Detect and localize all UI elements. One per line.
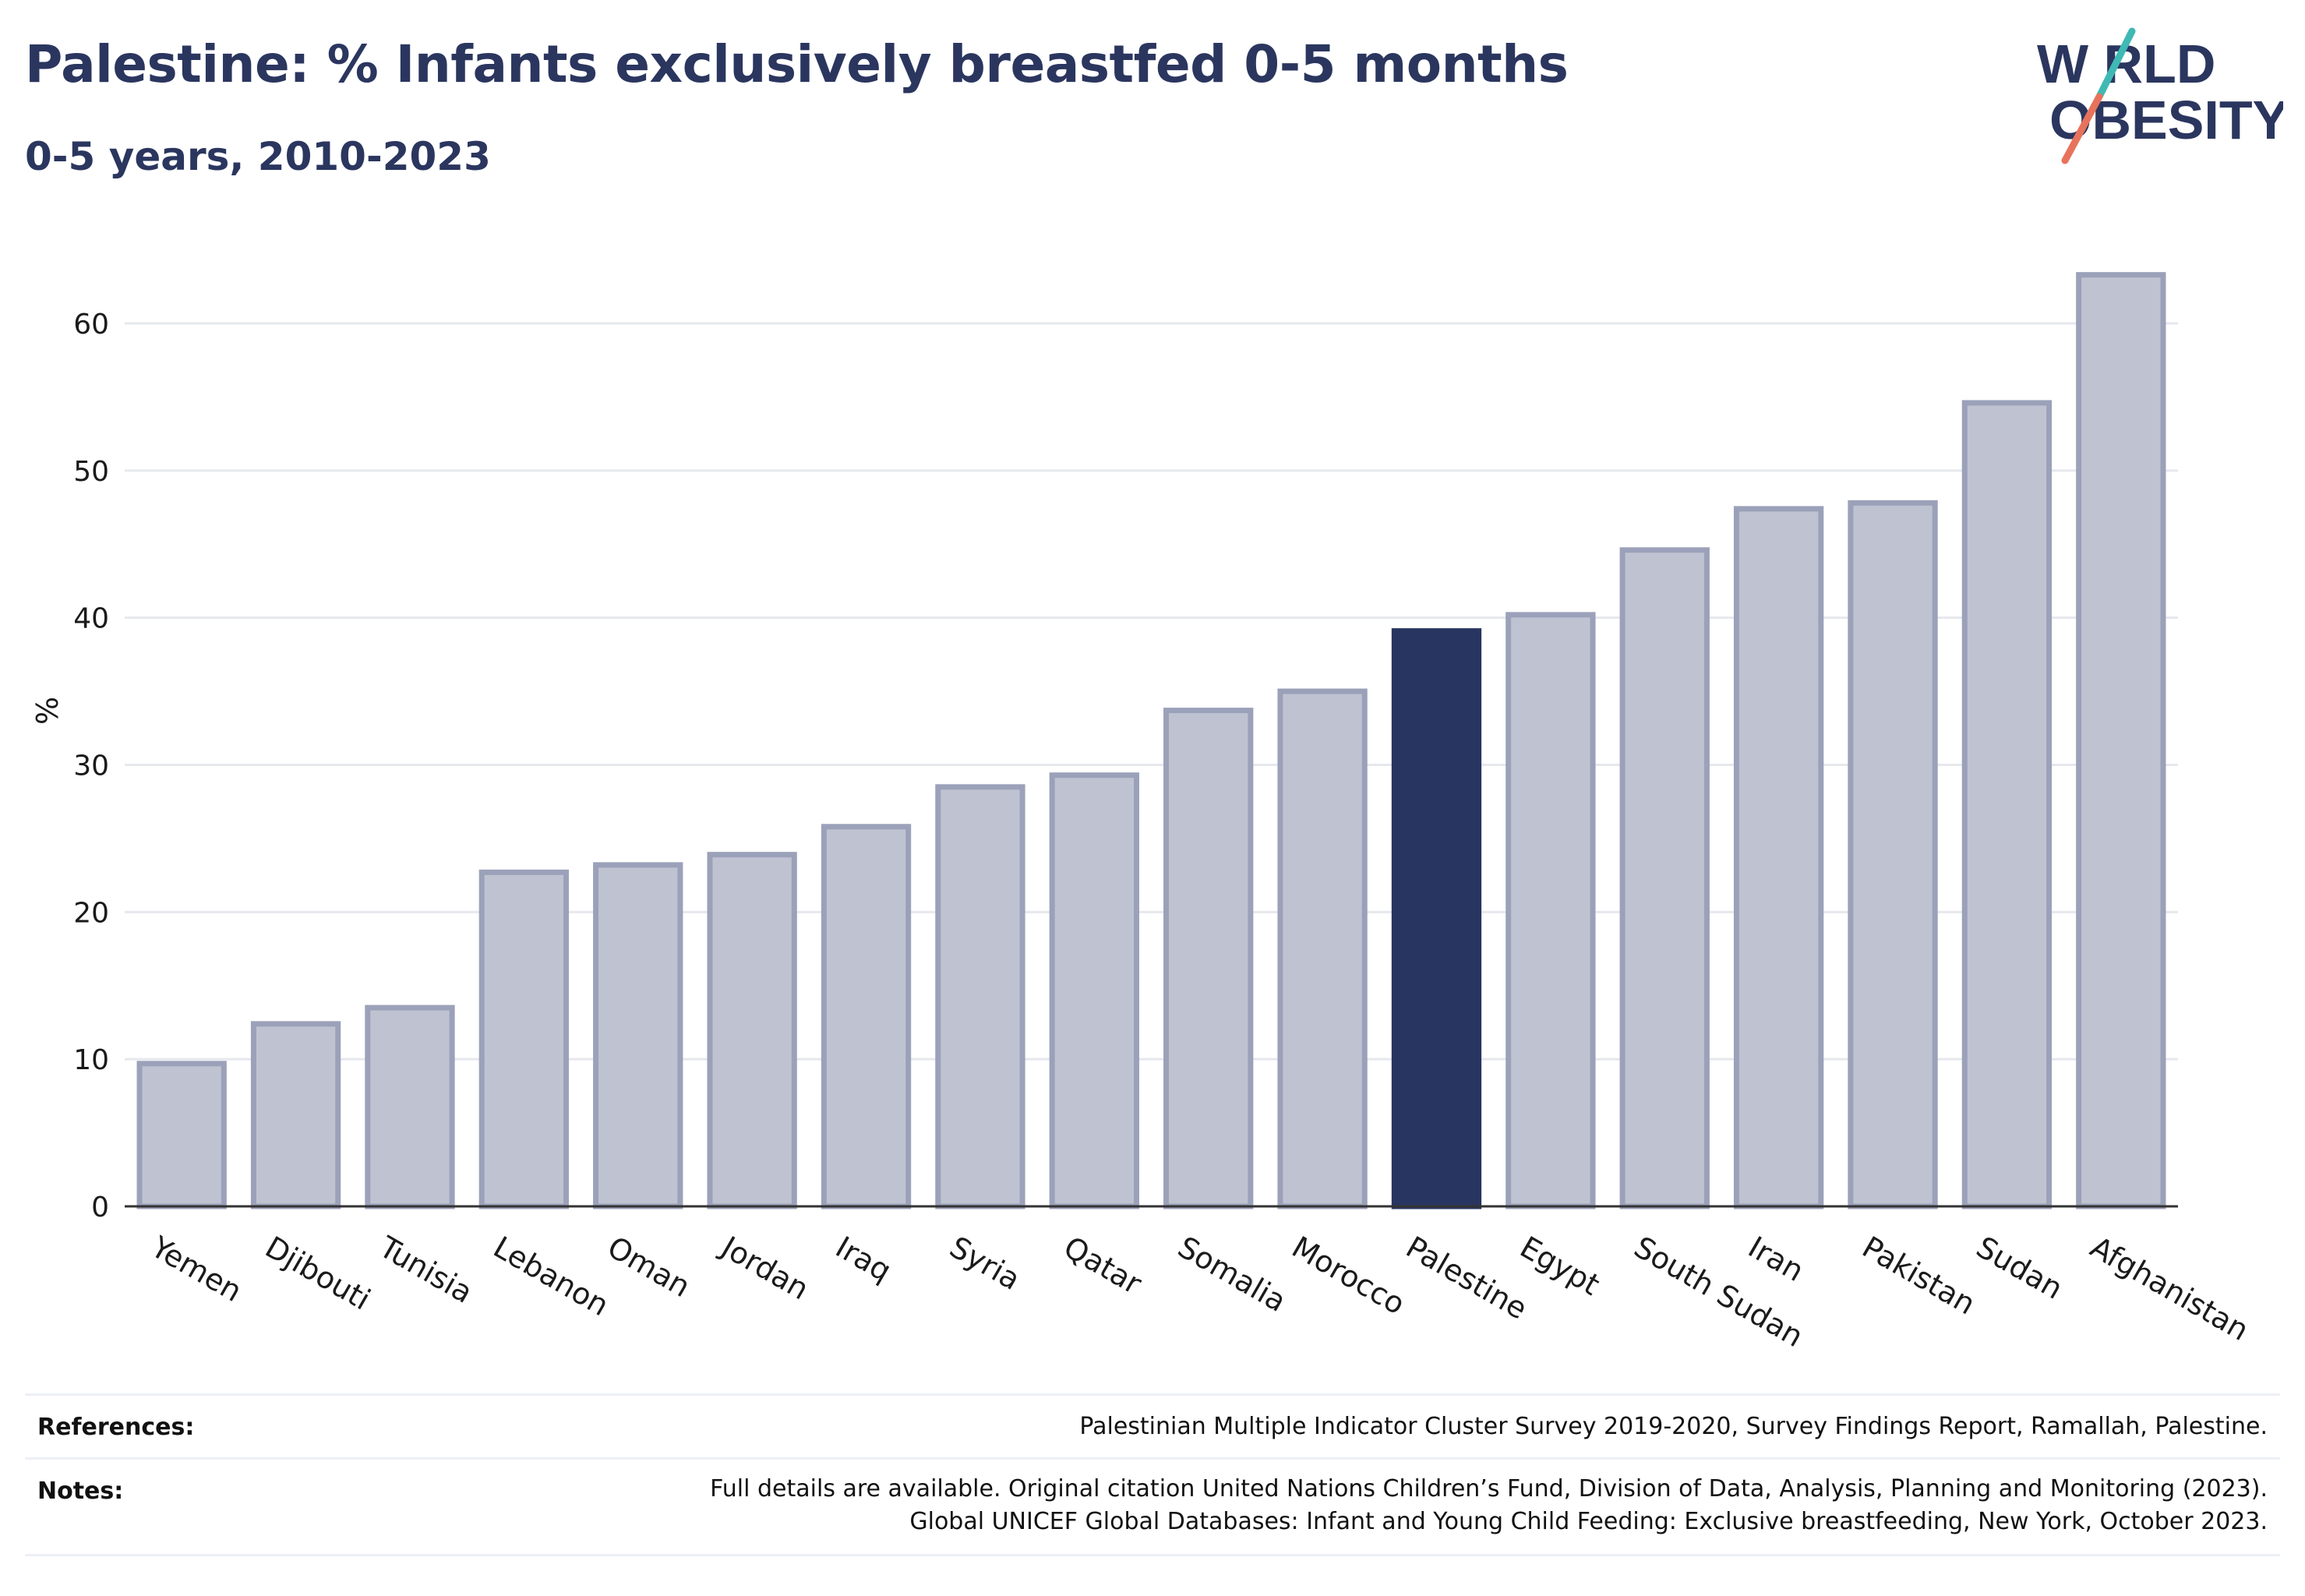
bar-pakistan[interactable] [1848, 500, 1938, 1209]
footer-mid-rule [25, 1457, 2280, 1460]
x-tick-label: Iran [1742, 1230, 1809, 1288]
bar-afghanistan[interactable] [2076, 272, 2166, 1209]
x-tick-label: Somalia [1172, 1230, 1292, 1319]
bar-syria[interactable] [935, 784, 1025, 1209]
y-tick-label: 40 [73, 603, 109, 635]
world-obesity-logo: W RLD OBESITY [2037, 27, 2283, 164]
references-row: References: Palestinian Multiple Indicat… [25, 1395, 2280, 1457]
y-tick-label: 20 [73, 897, 109, 929]
x-tick-label: Yemen [145, 1229, 248, 1308]
bar-tunisia[interactable] [365, 1005, 455, 1209]
bar-somalia[interactable] [1163, 708, 1254, 1209]
x-tick-label: Tunisia [373, 1229, 478, 1310]
y-axis-label: % [30, 697, 65, 725]
bar-yemen[interactable] [136, 1061, 227, 1209]
grid-layer [125, 322, 2178, 1061]
x-tick-label: Lebanon [488, 1230, 615, 1322]
bar-iraq[interactable] [821, 824, 912, 1209]
x-tick-label: Afghanistan [2084, 1230, 2254, 1347]
bar-jordan[interactable] [707, 852, 797, 1209]
x-tick-label: Oman [602, 1230, 696, 1304]
y-tick-label: 10 [73, 1044, 109, 1076]
notes-line1: Full details are available. Original cit… [710, 1475, 2268, 1502]
bar-lebanon[interactable] [478, 869, 570, 1209]
logo-slash-teal-icon [2095, 27, 2136, 101]
bar-iran[interactable] [1733, 506, 1824, 1209]
footer-bottom-rule [25, 1554, 2280, 1556]
x-tick-label: Qatar [1058, 1230, 1148, 1301]
x-tick-label: Syria [944, 1230, 1025, 1297]
references-text: Palestinian Multiple Indicator Cluster S… [1079, 1413, 2268, 1440]
x-tick-label: Jordan [715, 1229, 814, 1307]
x-tick-label: Sudan [1971, 1230, 2069, 1306]
x-tick-label: Djibouti [259, 1230, 376, 1317]
y-tick-label: 60 [73, 309, 109, 341]
notes-line2: Global UNICEF Global Databases: Infant a… [909, 1508, 2268, 1535]
chart-subtitle: 0-5 years, 2010-2023 [25, 134, 491, 179]
bar-qatar[interactable] [1049, 772, 1139, 1209]
logo-slash-coral-icon [2061, 93, 2103, 164]
bar-south-sudan[interactable] [1619, 547, 1710, 1209]
bar-oman[interactable] [593, 862, 683, 1209]
references-label: References: [37, 1414, 195, 1441]
bar-djibouti[interactable] [250, 1021, 341, 1209]
bar-sudan[interactable] [1961, 400, 2053, 1209]
y-tick-label: 0 [91, 1192, 109, 1223]
x-tick-label: Iraq [830, 1230, 897, 1288]
footer-top-rule [25, 1393, 2280, 1396]
notes-label: Notes: [37, 1478, 124, 1505]
bar-egypt[interactable] [1505, 612, 1596, 1209]
notes-row: Notes: Full details are available. Origi… [25, 1459, 2280, 1554]
x-tick-label: Morocco [1287, 1230, 1411, 1322]
y-tick-label: 50 [73, 456, 109, 488]
chart-title: Palestine: % Infants exclusively breastf… [25, 34, 1569, 94]
x-tick-label: Pakistan [1857, 1230, 1982, 1322]
x-tick-label: Palestine [1400, 1230, 1533, 1326]
y-tick-label: 30 [73, 750, 109, 782]
x-tick-label: Egypt [1514, 1230, 1605, 1302]
bar-layer [136, 272, 2166, 1209]
bar-morocco[interactable] [1277, 688, 1368, 1209]
bar-palestine[interactable] [1391, 628, 1482, 1209]
